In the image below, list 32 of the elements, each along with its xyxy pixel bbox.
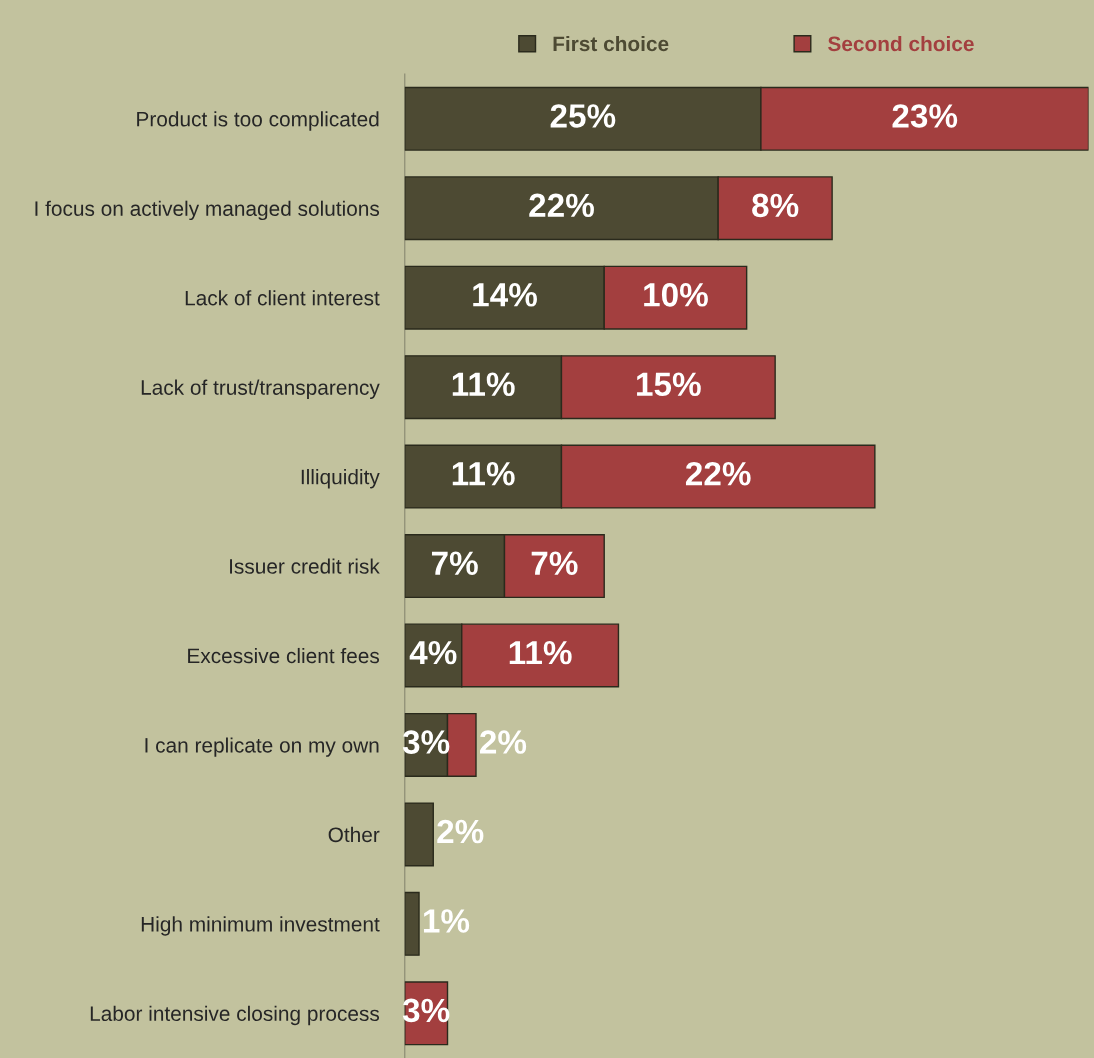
- data-label: 11%: [452, 462, 515, 486]
- data-label: 4%: [409, 640, 457, 665]
- bar: [404, 802, 434, 867]
- data-label: 7%: [431, 551, 478, 575]
- y-tick-label: High minimum investment: [141, 916, 380, 936]
- y-tick-label: Lack of client interest: [185, 290, 380, 306]
- y-tick-label: I focus on actively managed solutions: [35, 200, 380, 221]
- y-tick-label: Illiquidity: [301, 469, 380, 489]
- data-label: 14%: [473, 283, 537, 307]
- data-label: 22%: [529, 193, 594, 218]
- data-label: 1%: [423, 909, 470, 933]
- data-label: 7%: [531, 551, 578, 575]
- y-tick-label: Excessive client fees: [188, 647, 380, 664]
- data-label: 2%: [480, 730, 527, 754]
- legend-label: First choice: [553, 35, 669, 52]
- y-tick-label: Lack of trust/transparency: [141, 379, 380, 399]
- y-tick-label: Product is too complicated: [137, 111, 379, 131]
- y-tick-label: Issuer credit risk: [230, 558, 380, 574]
- data-label: 11%: [452, 372, 515, 397]
- bar: [404, 891, 420, 956]
- data-label: 11%: [509, 640, 572, 665]
- data-label: 25%: [550, 104, 616, 128]
- legend-label: Second choice: [828, 35, 974, 52]
- y-tick-label: Labor intensive closing process: [90, 1005, 380, 1026]
- y-tick-label: I can replicate on my own: [145, 737, 379, 757]
- data-label: 10%: [644, 283, 708, 307]
- y-tick-label: Other: [328, 826, 380, 843]
- data-label: 22%: [685, 461, 751, 486]
- data-label: 2%: [437, 819, 484, 844]
- data-label: 8%: [752, 193, 799, 218]
- data-label: 23%: [892, 104, 958, 128]
- data-label: 15%: [637, 372, 701, 397]
